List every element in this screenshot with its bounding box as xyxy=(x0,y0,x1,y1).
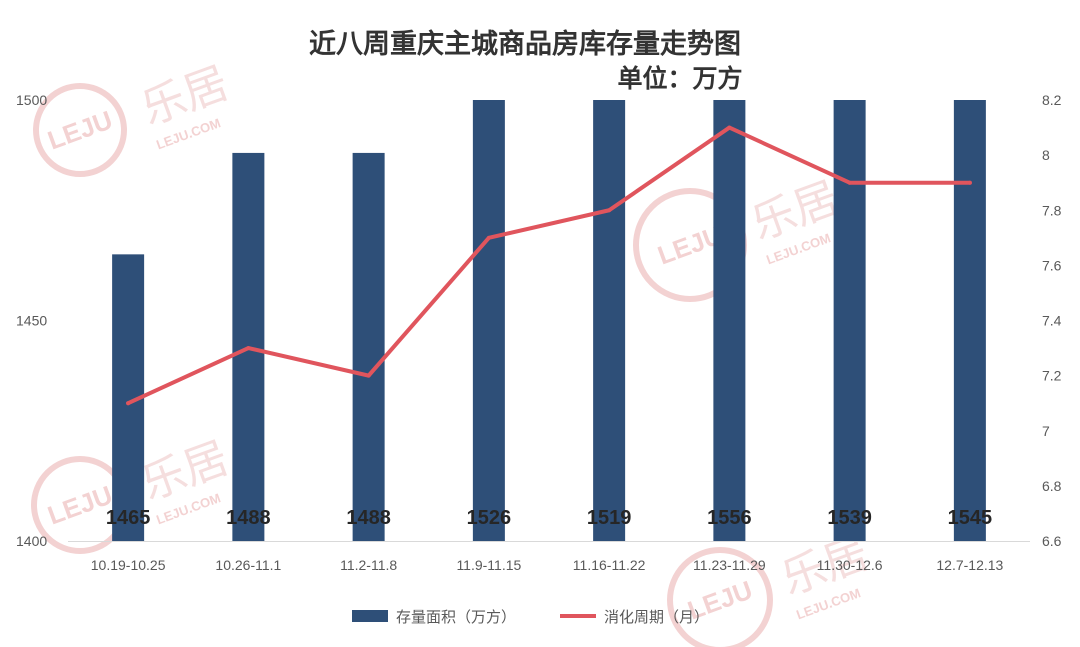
bar-data-label: 1488 xyxy=(346,507,391,529)
x-tick-label: 11.16-11.22 xyxy=(573,557,646,573)
line-series xyxy=(126,125,972,406)
bar-data-labels: 1465 1488 1488 1526 1519 1556 1539 1545 xyxy=(106,507,992,529)
bar xyxy=(953,100,986,541)
line-point xyxy=(847,180,852,185)
line-point xyxy=(967,180,972,185)
bar xyxy=(713,100,746,541)
line-point xyxy=(246,346,251,351)
right-tick-label: 7.6 xyxy=(1042,257,1062,273)
line-point xyxy=(126,401,131,406)
right-tick-label: 7.2 xyxy=(1042,368,1062,384)
watermark-logo: LEJU xyxy=(44,105,117,156)
legend: 存量面积（万方） 消化周期（月） xyxy=(352,608,709,626)
bar xyxy=(593,100,626,541)
legend-swatch-bar xyxy=(352,610,388,622)
right-tick-label: 6.8 xyxy=(1042,478,1062,494)
right-tick-label: 7.8 xyxy=(1042,202,1062,218)
watermark-ring xyxy=(667,547,773,647)
bar-data-label: 1465 xyxy=(106,507,151,529)
watermark-ring xyxy=(33,83,127,177)
bar-data-label: 1556 xyxy=(707,507,752,529)
legend-label-bar: 存量面积（万方） xyxy=(396,608,516,626)
bar-data-label: 1526 xyxy=(467,507,512,529)
bar xyxy=(352,152,385,542)
left-tick-label: 1500 xyxy=(16,92,47,108)
x-tick-label: 10.26-11.1 xyxy=(215,557,281,573)
x-axis: 10.19-10.25 10.26-11.1 11.2-11.8 11.9-11.15… xyxy=(91,557,1004,573)
bar xyxy=(472,100,505,541)
bar-data-label: 1519 xyxy=(587,507,632,529)
x-tick-label: 11.2-11.8 xyxy=(340,557,397,573)
bar-series xyxy=(112,100,986,542)
x-tick-label: 10.19-10.25 xyxy=(91,557,166,573)
right-tick-label: 8 xyxy=(1042,147,1050,163)
line-point xyxy=(607,208,612,213)
x-tick-label: 12.7-12.13 xyxy=(936,557,1003,573)
right-tick-label: 8.2 xyxy=(1042,92,1062,108)
line-path xyxy=(126,125,972,406)
right-axis: 6.6 6.8 7 7.2 7.4 7.6 7.8 8 8.2 xyxy=(1042,92,1062,549)
legend-label-line: 消化周期（月） xyxy=(604,608,709,626)
right-tick-label: 6.6 xyxy=(1042,533,1062,549)
bar-data-label: 1488 xyxy=(226,507,271,529)
x-tick-label: 11.23-11.29 xyxy=(693,557,766,573)
chart-subtitle: 单位：万方 xyxy=(617,64,742,93)
x-tick-label: 11.30-12.6 xyxy=(817,557,883,573)
left-tick-label: 1400 xyxy=(16,533,47,549)
line-point xyxy=(486,235,491,240)
left-tick-label: 1450 xyxy=(16,313,47,329)
chart-title: 近八周重庆主城商品房库存量走势图 xyxy=(309,28,741,60)
right-tick-label: 7 xyxy=(1042,423,1050,439)
bar-data-label: 1545 xyxy=(948,507,993,529)
bar xyxy=(833,100,866,541)
right-tick-label: 7.4 xyxy=(1042,313,1062,329)
bar-data-label: 1539 xyxy=(827,507,872,529)
line-point xyxy=(727,125,732,130)
left-axis: 1400 1450 1500 xyxy=(16,92,47,549)
x-tick-label: 11.9-11.15 xyxy=(456,557,521,573)
line-point xyxy=(366,373,371,378)
